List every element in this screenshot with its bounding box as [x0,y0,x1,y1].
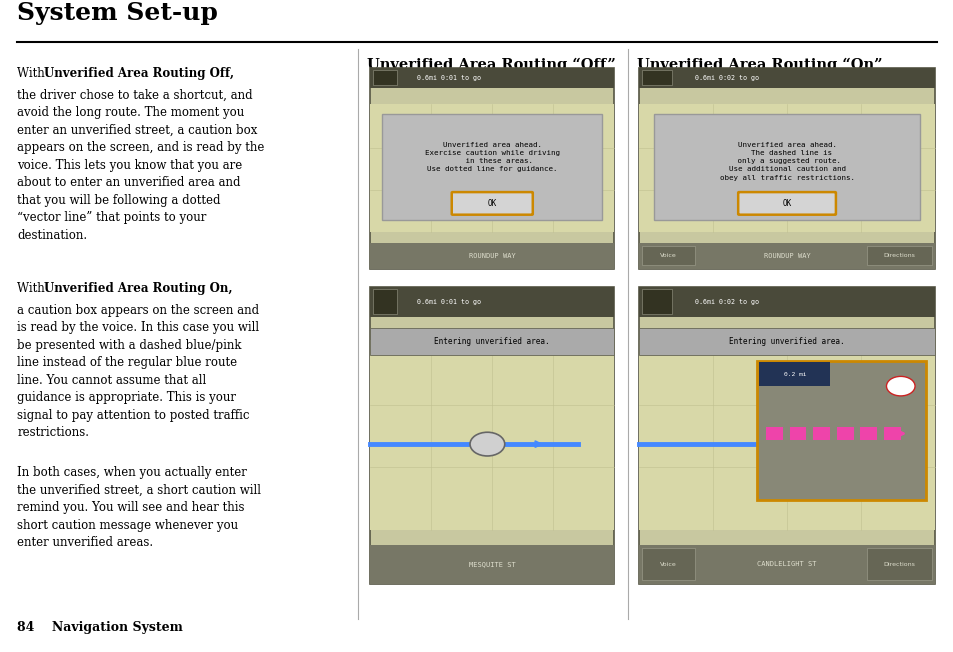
Text: 0.6mi 0:01 to go: 0.6mi 0:01 to go [416,75,480,81]
Text: the driver chose to take a shortcut, and
avoid the long route. The moment you
en: the driver chose to take a shortcut, and… [17,89,264,242]
Bar [639,545,934,584]
Text: Unverified Area Routing On,: Unverified Area Routing On, [44,282,233,295]
Bar [757,361,925,501]
Bar [370,68,614,88]
Bar [866,246,931,265]
Text: CANDLELIGHT ST: CANDLELIGHT ST [757,561,816,567]
Text: With: With [17,282,49,295]
Bar [370,287,614,584]
Bar [370,287,614,316]
Bar [639,287,934,584]
Bar [765,427,782,440]
Bar [370,243,614,269]
Bar [836,427,853,440]
Text: Unverified area ahead.
  The dashed line is
 only a suggested route.
Use additio: Unverified area ahead. The dashed line i… [719,141,854,181]
Circle shape [763,432,798,456]
Text: 84    Navigation System: 84 Navigation System [17,621,183,634]
Bar [370,104,614,233]
Text: Entering unverified area.: Entering unverified area. [434,337,550,346]
Text: OK: OK [487,199,497,208]
Bar [653,114,919,220]
Text: With: With [17,67,49,80]
Text: MESQUITE ST: MESQUITE ST [468,561,516,567]
Text: Unverified area ahead.
Exercise caution while driving
   in these areas.
Use dot: Unverified area ahead. Exercise caution … [424,141,559,172]
Bar [639,287,934,316]
Bar [373,70,397,85]
Bar [866,548,931,580]
Bar [370,329,614,355]
Text: 0.2 mi: 0.2 mi [782,372,805,377]
Bar [641,548,695,580]
Text: Voice: Voice [659,562,677,567]
Bar [641,246,695,265]
Text: 0.6mi 0:02 to go: 0.6mi 0:02 to go [695,299,759,304]
Bar [812,427,829,440]
Text: System Set-up: System Set-up [17,1,218,25]
Bar [860,427,876,440]
Bar [639,329,934,355]
Bar [883,427,900,440]
Bar [759,363,829,386]
Text: a caution box appears on the screen and
is read by the voice. In this case you w: a caution box appears on the screen and … [17,304,259,439]
Bar [641,289,671,314]
Bar [382,114,601,220]
FancyBboxPatch shape [738,192,835,215]
Bar [370,68,614,269]
Bar [641,70,671,85]
Bar [639,68,934,88]
FancyBboxPatch shape [452,192,532,215]
Text: Directions: Directions [882,253,915,258]
Text: Voice: Voice [659,253,677,258]
Text: 0.6mi 0:01 to go: 0.6mi 0:01 to go [416,299,480,304]
Text: Entering unverified area.: Entering unverified area. [728,337,844,346]
Text: Unverified Area Routing Off,: Unverified Area Routing Off, [44,67,233,80]
Bar [639,68,934,269]
Bar [639,104,934,233]
Bar [789,427,805,440]
Circle shape [885,376,914,396]
Text: 0.6mi 0:02 to go: 0.6mi 0:02 to go [695,75,759,81]
Circle shape [470,432,504,456]
Text: Unverified Area Routing “On”: Unverified Area Routing “On” [637,57,882,72]
Text: Unverified Area Routing “Off”: Unverified Area Routing “Off” [367,57,616,72]
Text: OK: OK [781,199,791,208]
Text: ROUNDUP WAY: ROUNDUP WAY [468,252,516,259]
Text: In both cases, when you actually enter
the unverified street, a short caution wi: In both cases, when you actually enter t… [17,466,261,549]
Text: Directions: Directions [882,562,915,567]
Text: ROUNDUP WAY: ROUNDUP WAY [762,252,810,259]
Bar [639,340,934,530]
Bar [373,289,397,314]
Bar [639,243,934,269]
Bar [370,340,614,530]
Bar [370,545,614,584]
